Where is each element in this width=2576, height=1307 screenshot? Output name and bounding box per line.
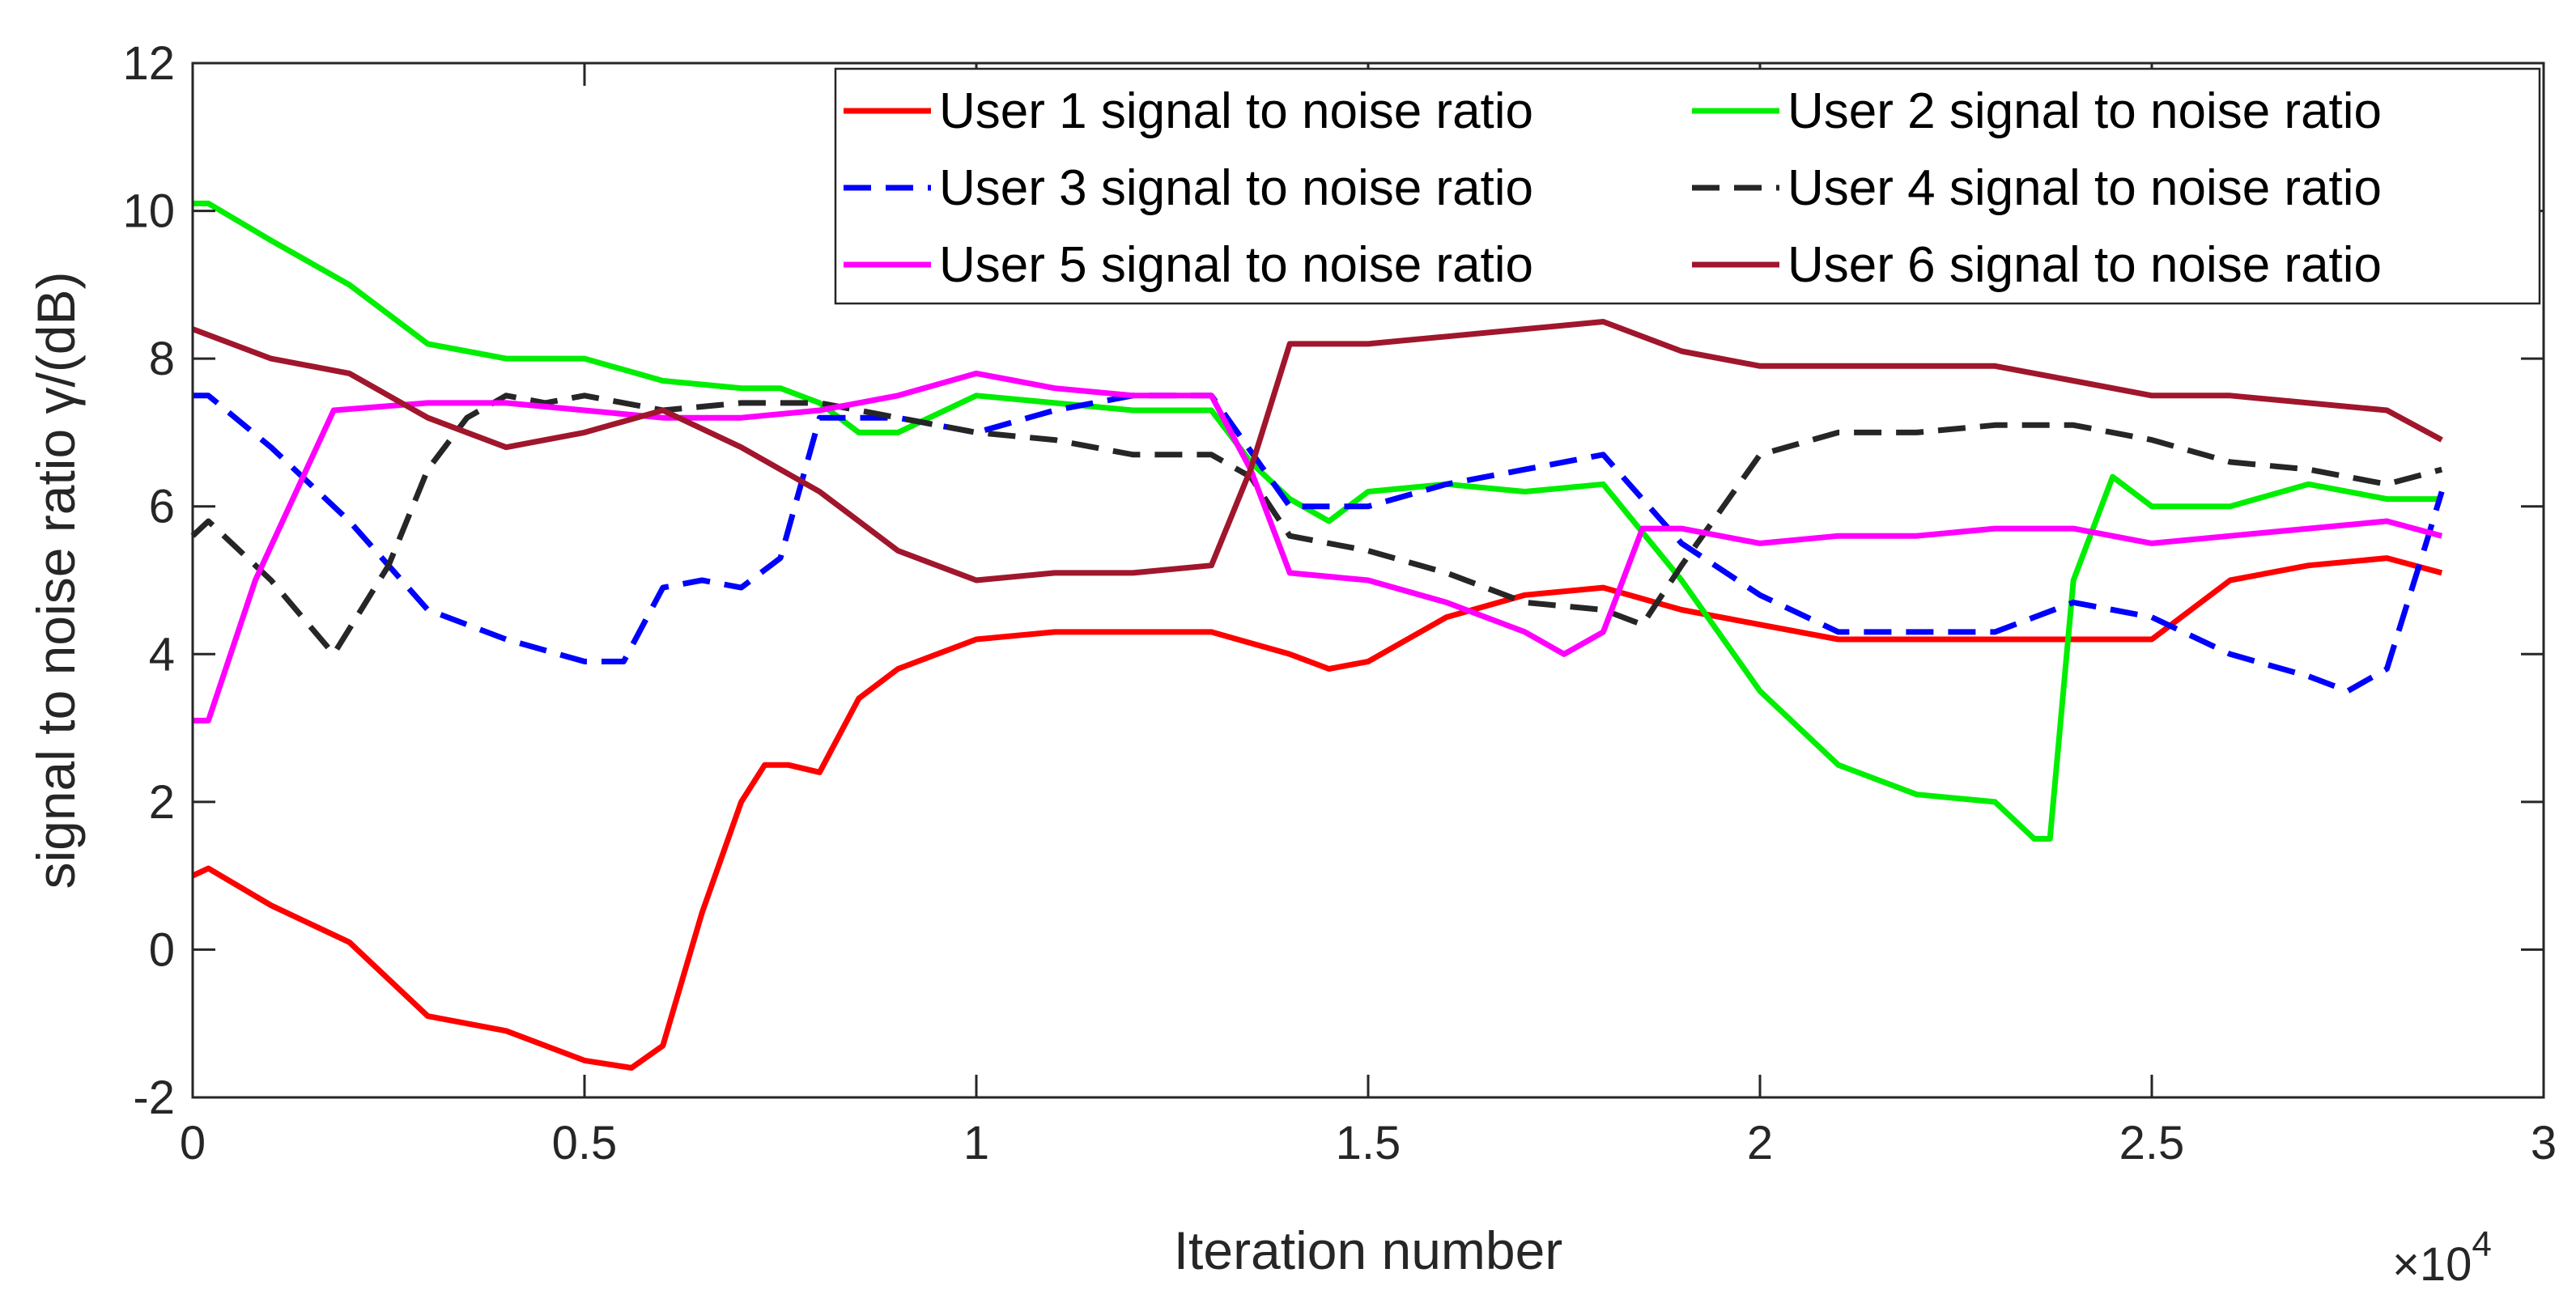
y-tick-label: 8 [149,333,175,385]
legend-label-user-1: User 1 signal to noise ratio [939,83,1533,139]
y-tick-label: 4 [149,628,175,681]
x-tick-label: 3 [2531,1117,2557,1169]
y-tick-label: 0 [149,923,175,976]
x-tick-label: 1.5 [1336,1117,1401,1169]
y-tick-label: 2 [149,776,175,829]
x-tick-label: 1 [963,1117,989,1169]
y-axis-label: signal to noise ratio γ/(dB) [26,271,86,889]
x-axis-multiplier: ×104 [2392,1224,2492,1291]
x-axis-label: Iteration number [1174,1220,1563,1280]
legend-label-user-5: User 5 signal to noise ratio [939,237,1533,293]
series-line-user-5 [193,370,2443,724]
x-multiplier-base: ×10 [2392,1238,2472,1291]
x-tick-label: 2 [1747,1117,1773,1169]
x-tick-label: 0 [180,1117,206,1169]
y-tick-label: 12 [122,37,175,90]
x-multiplier-exponent: 4 [2472,1224,2491,1264]
x-tick-label: 0.5 [552,1117,618,1169]
y-tick-label: -2 [133,1071,175,1124]
legend-label-user-2: User 2 signal to noise ratio [1787,83,2382,139]
series-line-user-4 [190,393,2443,657]
legend-items: User 1 signal to noise ratio User 2 signa… [844,83,2382,293]
y-tick-label: 10 [122,185,175,238]
y-tick-label: 6 [149,481,175,533]
series-line-user-2 [193,200,2442,842]
legend-box [834,67,2541,305]
series-line-user-1 [191,555,2443,1071]
legend-label-user-4: User 4 signal to noise ratio [1787,160,2382,216]
x-tick-label: 2.5 [2119,1117,2185,1169]
legend: User 1 signal to noise ratio User 2 signa… [834,67,2541,305]
legend-label-user-3: User 3 signal to noise ratio [939,160,1533,216]
series-line-user-6 [191,319,2443,583]
legend-label-user-6: User 6 signal to noise ratio [1787,237,2382,293]
series-layer [190,200,2445,1071]
